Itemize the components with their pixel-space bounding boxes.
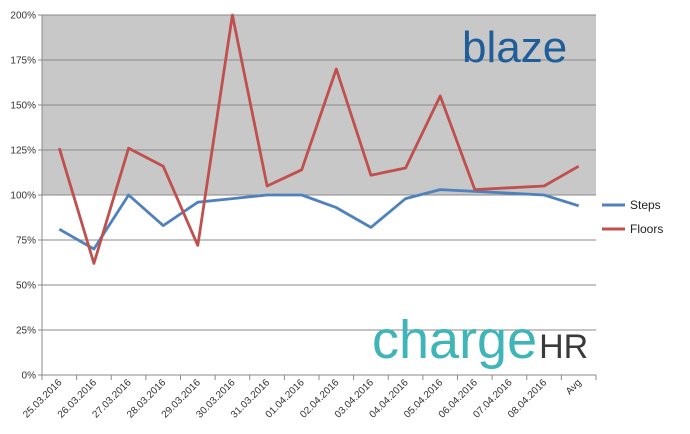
legend-label-floors: Floors [630,222,663,236]
x-tick-label: Avg [564,377,584,397]
y-tick-label: 175% [10,56,36,67]
y-tick-label: 100% [10,191,36,202]
hr-text: HR [539,328,588,366]
series-line-floors [57,13,580,265]
y-tick-label: 50% [16,281,36,292]
x-axis-ticks: 25.03.201626.03.201627.03.201628.03.2016… [21,375,597,421]
series-line-steps [58,188,580,251]
series-lines [57,13,580,265]
legend: Steps Floors [602,198,663,236]
y-tick-label: 150% [10,101,36,112]
charge-text: charge [372,310,537,370]
legend-label-steps: Steps [630,198,661,212]
y-tick-label: 200% [10,11,36,22]
y-tick-label: 75% [16,236,36,247]
y-tick-label: 125% [10,146,36,157]
chargehr-logo: chargeHR [372,310,588,370]
y-axis-ticks: 0% 25% 50% 75% 100% 125% 150% 175% 200% [10,11,42,382]
y-tick-label: 0% [22,371,37,382]
y-tick-label: 25% [16,326,36,337]
blaze-logo: blaze [462,23,567,72]
